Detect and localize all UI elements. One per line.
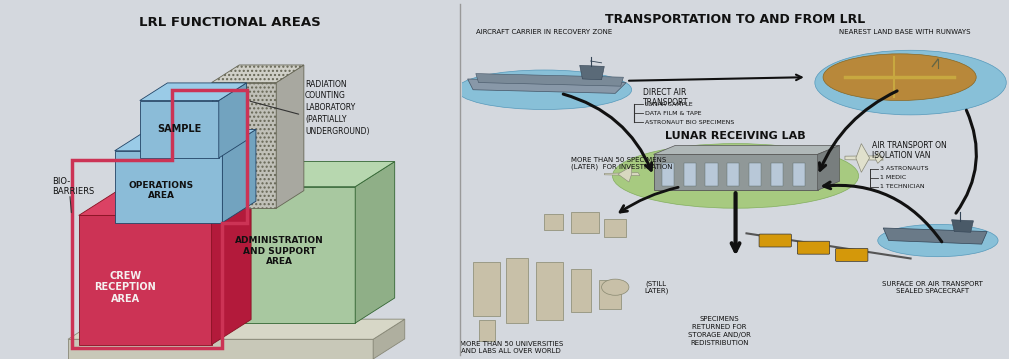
Polygon shape (355, 162, 395, 323)
Text: ASTRONAUT BIO SPECIMENS: ASTRONAUT BIO SPECIMENS (646, 120, 735, 125)
Polygon shape (194, 187, 355, 323)
Bar (727, 163, 740, 186)
Polygon shape (140, 101, 219, 158)
FancyBboxPatch shape (797, 241, 829, 254)
Polygon shape (115, 151, 222, 223)
FancyBboxPatch shape (571, 269, 590, 312)
Polygon shape (476, 74, 624, 86)
FancyBboxPatch shape (571, 212, 599, 233)
Polygon shape (856, 144, 870, 172)
FancyBboxPatch shape (473, 262, 500, 316)
Polygon shape (604, 173, 640, 176)
Text: SPECIMENS
RETURNED FOR
STORAGE AND/OR
REDISTRIBUTION: SPECIMENS RETURNED FOR STORAGE AND/OR RE… (688, 316, 751, 346)
FancyBboxPatch shape (759, 234, 791, 247)
Ellipse shape (815, 50, 1006, 115)
FancyBboxPatch shape (478, 320, 495, 341)
FancyBboxPatch shape (536, 262, 563, 320)
Polygon shape (951, 220, 974, 232)
Polygon shape (817, 145, 839, 190)
Text: DIRECT AIR
TRANSPORT: DIRECT AIR TRANSPORT (643, 88, 688, 107)
Polygon shape (68, 319, 405, 339)
Polygon shape (212, 83, 276, 208)
Text: LRL FUNCTIONAL AREAS: LRL FUNCTIONAL AREAS (138, 16, 321, 29)
Text: AIRCRAFT CARRIER IN RECOVERY ZONE: AIRCRAFT CARRIER IN RECOVERY ZONE (476, 29, 612, 35)
Polygon shape (276, 65, 304, 208)
Bar (771, 163, 783, 186)
Polygon shape (79, 215, 212, 345)
Ellipse shape (601, 279, 629, 295)
Text: DATA FILM & TAPE: DATA FILM & TAPE (646, 111, 702, 116)
Polygon shape (79, 190, 251, 215)
Text: MORE THAN 50 SPECIMENS
(LATER)  FOR INVESTIGATION: MORE THAN 50 SPECIMENS (LATER) FOR INVES… (571, 157, 673, 170)
Polygon shape (580, 65, 604, 80)
FancyBboxPatch shape (604, 219, 627, 237)
Text: CREW
RECEPTION
AREA: CREW RECEPTION AREA (95, 271, 156, 304)
Polygon shape (883, 228, 987, 244)
Polygon shape (194, 162, 395, 187)
Text: MORE THAN 50 UNIVERSITIES
AND LABS ALL OVER WORLD: MORE THAN 50 UNIVERSITIES AND LABS ALL O… (460, 341, 563, 354)
Polygon shape (212, 190, 251, 345)
Polygon shape (68, 339, 373, 359)
FancyBboxPatch shape (544, 214, 563, 230)
FancyBboxPatch shape (835, 248, 868, 261)
Polygon shape (654, 145, 839, 154)
FancyBboxPatch shape (599, 280, 621, 309)
Text: LUNAR RECEIVING LAB: LUNAR RECEIVING LAB (665, 131, 806, 141)
Polygon shape (467, 79, 627, 93)
Text: RADIATION
COUNTING
LABORATORY
(PARTIALLY
UNDERGROUND): RADIATION COUNTING LABORATORY (PARTIALLY… (305, 80, 369, 136)
Polygon shape (219, 83, 246, 158)
Text: TRANSPORTATION TO AND FROM LRL: TRANSPORTATION TO AND FROM LRL (605, 13, 866, 25)
Polygon shape (845, 156, 883, 160)
Polygon shape (222, 130, 256, 223)
Bar (793, 163, 805, 186)
Text: 3 ASTRONAUTS: 3 ASTRONAUTS (881, 166, 929, 171)
Bar (705, 163, 717, 186)
Text: AIR TRANSPORT ON
ISOLATION VAN: AIR TRANSPORT ON ISOLATION VAN (872, 141, 947, 160)
Polygon shape (618, 166, 632, 182)
Ellipse shape (457, 70, 632, 109)
Bar (750, 163, 761, 186)
Text: BIO-
BARRIERS: BIO- BARRIERS (51, 177, 94, 196)
Polygon shape (140, 83, 246, 101)
Ellipse shape (612, 144, 859, 208)
Text: LUNAR SAMPLE: LUNAR SAMPLE (646, 102, 693, 107)
Polygon shape (115, 130, 256, 151)
Text: SAMPLE: SAMPLE (157, 124, 202, 134)
Text: 1 TECHNICIAN: 1 TECHNICIAN (881, 184, 925, 189)
Bar (662, 163, 674, 186)
Ellipse shape (878, 224, 998, 257)
Text: ADMINISTRATION
AND SUPPORT
AREA: ADMINISTRATION AND SUPPORT AREA (235, 236, 324, 266)
Ellipse shape (823, 54, 976, 101)
Polygon shape (654, 154, 817, 190)
Polygon shape (875, 153, 883, 163)
Bar (684, 163, 695, 186)
Text: (STILL
LATER): (STILL LATER) (644, 280, 668, 294)
Polygon shape (373, 319, 405, 359)
Text: SURFACE OR AIR TRANSPORT
SEALED SPACECRAFT: SURFACE OR AIR TRANSPORT SEALED SPACECRA… (882, 281, 983, 294)
Text: OPERATIONS
AREA: OPERATIONS AREA (129, 181, 194, 200)
Polygon shape (212, 65, 304, 83)
Text: NEAREST LAND BASE WITH RUNWAYS: NEAREST LAND BASE WITH RUNWAYS (839, 29, 971, 35)
Text: 1 MEDIC: 1 MEDIC (881, 175, 907, 180)
FancyBboxPatch shape (506, 258, 528, 323)
